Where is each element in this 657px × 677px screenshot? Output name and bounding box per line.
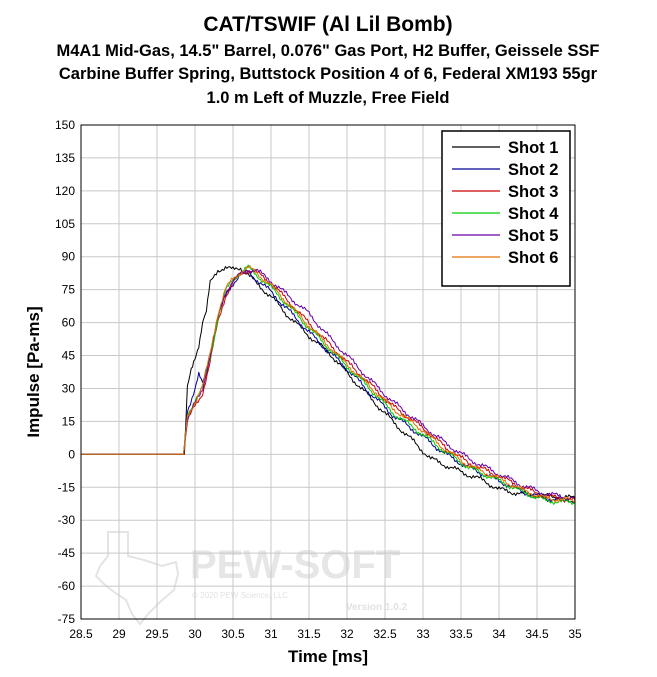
watermark-brand: PEW-SOFT [190,543,400,587]
texas-logo-icon [94,531,180,626]
y-tick-label: 30 [62,381,76,395]
x-tick-label: 32.5 [373,627,397,641]
x-tick-label: 33.5 [449,627,473,641]
legend-label-shot-2: Shot 2 [508,161,558,179]
x-tick-label: 29.5 [145,627,169,641]
legend-label-shot-4: Shot 4 [508,205,559,223]
y-tick-label: -60 [58,579,76,593]
watermark-copyright: © 2020 PEW Science, LLC [192,591,288,600]
chart-subtitle-line-3: 1.0 m Left of Muzzle, Free Field [207,89,450,107]
x-axis-label: Time [ms] [288,647,368,666]
chart-title: CAT/TSWIF (Al Lil Bomb) [203,13,452,36]
x-tick-label: 35 [568,627,582,641]
y-tick-label: 45 [62,349,76,363]
x-tick-label: 34.5 [525,627,549,641]
legend-label-shot-5: Shot 5 [508,227,558,245]
x-tick-label: 30.5 [221,627,245,641]
series-line-shot-2 [81,269,576,504]
x-tick-label: 32 [340,627,354,641]
legend-label-shot-3: Shot 3 [508,183,558,201]
x-tick-labels: 28.5 29 29.5 30 30.5 31 31.5 32 32.5 33 33.5 34 34.5… [69,627,582,641]
legend: Shot 1 Shot 2 Shot 3 Shot 4 Shot 5 Shot 6 [441,130,571,287]
chart-subtitle-line-1: M4A1 Mid-Gas, 14.5" Barrel, 0.076" Gas P… [57,42,600,60]
y-tick-label: 60 [62,316,76,330]
y-tick-label: 75 [62,283,76,297]
series-line-shot-4 [81,264,576,505]
legend-label-shot-1: Shot 1 [508,139,558,157]
y-tick-label: -30 [58,513,76,527]
series-line-shot-3 [81,269,576,503]
series-line-shot-5 [81,268,576,501]
x-tick-label: 28.5 [69,627,93,641]
legend-box [441,130,571,287]
legend-label-shot-6: Shot 6 [508,249,558,267]
y-tick-label: 105 [55,217,75,231]
x-tick-label: 34 [492,627,506,641]
watermark: PEW-SOFT TM © 2020 PEW Science, LLC Vers… [94,531,408,626]
y-tick-label: -15 [58,480,76,494]
series-line-shot-6 [81,265,576,503]
chart-subtitle-line-2: Carbine Buffer Spring, Buttstock Positio… [59,65,598,83]
x-tick-label: 31.5 [297,627,321,641]
y-tick-label: -45 [58,546,76,560]
y-tick-label: 135 [55,151,75,165]
plot-frame [80,124,576,620]
y-tick-label: 120 [55,184,75,198]
series-line-shot-1 [81,266,576,501]
y-tick-label: 90 [62,250,76,264]
x-tick-label: 33 [416,627,430,641]
series-layer [81,264,576,505]
y-tick-label: 15 [62,414,76,428]
y-tick-label: 0 [68,447,75,461]
x-tick-label: 30 [188,627,202,641]
y-axis-label: Impulse [Pa-ms] [24,306,43,437]
y-tick-label: 150 [55,118,75,132]
y-tick-label: -75 [58,612,76,626]
x-tick-label: 29 [112,627,126,641]
x-tick-label: 31 [264,627,278,641]
watermark-version: Version 1.0.2 [346,602,408,613]
